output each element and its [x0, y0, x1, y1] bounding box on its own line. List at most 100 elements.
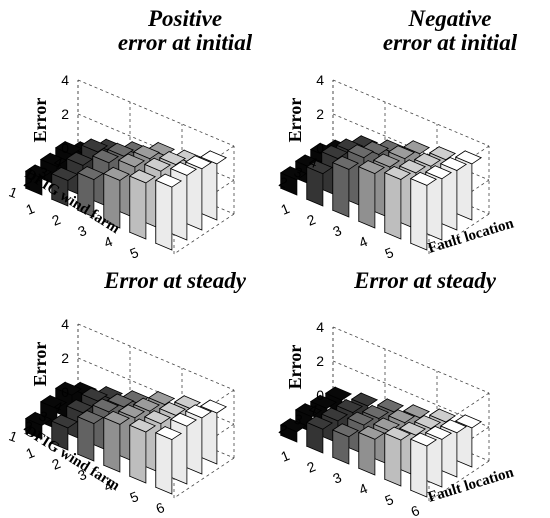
bar-top-face — [439, 419, 468, 434]
chart-steady-error-left: 0 2 4 Error 1 2 3 4 5 6 1 2 3 4 DFIG wind farm Error a… — [0, 259, 275, 518]
x-tick-label: 5 — [383, 491, 396, 509]
bar-top-face — [65, 151, 94, 166]
bar-top-face — [383, 426, 412, 441]
bar — [305, 159, 334, 207]
bar-front-face — [155, 432, 173, 495]
x-tick-label: 2 — [305, 458, 318, 476]
bar-front-face — [332, 161, 350, 218]
z-tick-label: 0 — [316, 387, 324, 403]
bar-top-face — [279, 166, 308, 181]
bar-top-face — [305, 160, 334, 175]
bar-top-face — [117, 404, 146, 419]
bar-top-face — [143, 157, 172, 172]
bar-top-face — [454, 150, 483, 165]
bar-top-face — [128, 169, 157, 184]
bar-top-face — [50, 414, 79, 429]
x-tick-label: 4 — [357, 233, 370, 251]
bar-front-face — [384, 172, 402, 240]
bar-top-face — [398, 159, 427, 174]
bar-top-face — [184, 155, 213, 170]
bar-top-face — [50, 167, 79, 181]
bar-top-face — [387, 409, 416, 424]
bar-top-face — [128, 418, 157, 433]
chart-canvas: 024Error1234561234Fault location — [277, 319, 516, 518]
bar — [154, 425, 183, 495]
bar-top-face — [158, 401, 187, 416]
bar — [383, 165, 412, 240]
bar-top-face — [413, 415, 442, 430]
bar-top-face — [106, 393, 135, 408]
gridline — [77, 79, 235, 147]
bar — [305, 415, 334, 454]
gridline — [428, 213, 490, 255]
bar-top-face — [361, 405, 390, 419]
x-tick-label: 2 — [50, 211, 63, 229]
bar-top-face — [102, 166, 131, 181]
z-tick-label: 2 — [61, 350, 69, 366]
bar-top-face — [320, 407, 349, 422]
bar-top-face — [402, 140, 431, 155]
bar-top-face — [76, 410, 105, 425]
bar-front-face — [129, 424, 147, 484]
bar-top-face — [324, 386, 353, 401]
bar-top-face — [76, 166, 105, 181]
bar-top-face — [387, 145, 416, 160]
bar-top-face — [80, 387, 109, 402]
bar-top-face — [54, 381, 83, 396]
bar-top-face — [294, 403, 323, 418]
z-axis-label: Error — [285, 98, 305, 143]
gridline — [173, 213, 235, 255]
z-tick-label: 4 — [316, 319, 324, 335]
bar-top-face — [154, 426, 183, 441]
chart-title-line: Error at steady — [104, 268, 246, 293]
bar-top-face — [309, 394, 338, 409]
bar-top-face — [357, 160, 386, 175]
bar-top-face — [350, 392, 379, 407]
bar — [357, 425, 386, 476]
x-tick-label: 5 — [383, 244, 396, 259]
z-tick-label: 2 — [316, 106, 324, 122]
z-axis-label: Error — [285, 345, 305, 390]
bar-top-face — [184, 404, 213, 419]
bar — [102, 166, 131, 229]
bar-top-face — [158, 151, 187, 166]
bar-top-face — [331, 155, 360, 170]
z-tick-label: 0 — [316, 140, 324, 156]
bar — [357, 159, 386, 229]
bar-top-face — [91, 398, 120, 413]
chart-title: Error at steady — [335, 269, 515, 293]
z-ticks: 0 2 4 — [316, 72, 324, 156]
bar-top-face — [102, 410, 131, 425]
bars — [24, 138, 228, 251]
bar-top-face — [106, 142, 135, 157]
chart-title: Positive error at initial — [95, 7, 275, 55]
gridline — [173, 457, 235, 499]
bar — [128, 169, 157, 240]
bar-front-face — [410, 177, 428, 251]
chart-title-line: Negative — [408, 6, 492, 31]
z-tick-label: 2 — [316, 353, 324, 369]
x-tick-label: 1 — [279, 200, 292, 218]
bar-top-face — [424, 165, 453, 180]
x-tick-label: 4 — [357, 480, 370, 498]
x-tick-label: 1 — [24, 444, 37, 462]
bar-top-face — [454, 414, 483, 429]
bar-top-face — [376, 398, 405, 413]
bar — [50, 414, 79, 451]
bar-front-face — [384, 432, 402, 487]
chart-steady-error-right: 024Error1234561234Fault location Error a… — [275, 259, 550, 518]
bar-top-face — [357, 425, 386, 440]
bars — [279, 386, 483, 498]
bar-top-face — [117, 153, 146, 168]
z-ticks: 0 2 4 — [316, 319, 324, 403]
x-tick-label: 1 — [24, 200, 37, 218]
bar-top-face — [439, 157, 468, 171]
bar-top-face — [39, 152, 68, 167]
bar-top-face — [199, 150, 228, 165]
chart-canvas: 024Error1234561234Fault location — [277, 72, 516, 259]
bar-top-face — [398, 421, 427, 436]
